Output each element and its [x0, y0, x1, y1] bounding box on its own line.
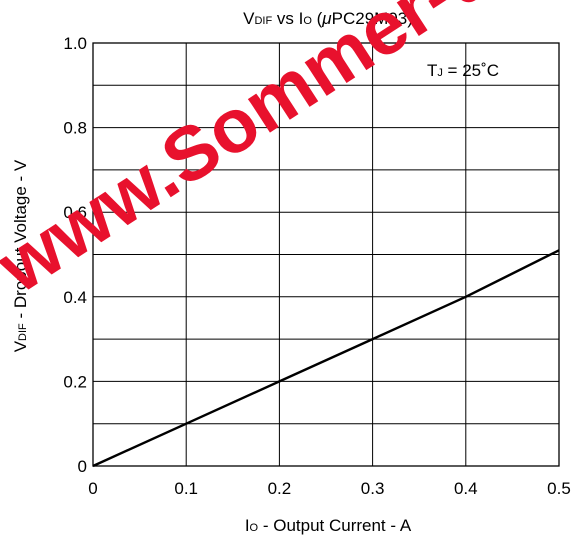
y-tick-labels: 0 0.2 0.4 0.6 0.8 1.0 [63, 34, 87, 476]
x-axis-label: IO - Output Current - A [245, 516, 412, 535]
x-tick-label: 0 [88, 479, 97, 498]
watermark: www.Sommer-design.de [0, 0, 584, 310]
watermark-text: www.Sommer-design.de [0, 0, 584, 310]
y-axis-label: VDIF - Dropout Voltage - V [11, 159, 30, 352]
x-tick-label: 0.1 [174, 479, 198, 498]
series-layer [92, 249, 560, 468]
grid-lines [93, 43, 559, 466]
series-line [92, 249, 560, 468]
x-tick-labels: 0 0.1 0.2 0.3 0.4 0.5 [88, 479, 571, 498]
y-tick-label: 0.2 [63, 372, 87, 391]
y-tick-label: 1.0 [63, 34, 87, 53]
x-tick-label: 0.4 [454, 479, 478, 498]
chart-title: VDIF vs IO (μPC29M03) [243, 9, 413, 28]
y-tick-label: 0 [78, 457, 87, 476]
y-tick-label: 0.4 [63, 288, 87, 307]
x-tick-label: 0.3 [361, 479, 385, 498]
x-tick-label: 0.2 [268, 479, 292, 498]
temperature-annotation: TJ = 25˚C [427, 61, 499, 80]
y-tick-label: 0.8 [63, 119, 87, 138]
y-tick-label: 0.6 [63, 203, 87, 222]
x-tick-label: 0.5 [547, 479, 571, 498]
plot-frame [92, 42, 560, 467]
